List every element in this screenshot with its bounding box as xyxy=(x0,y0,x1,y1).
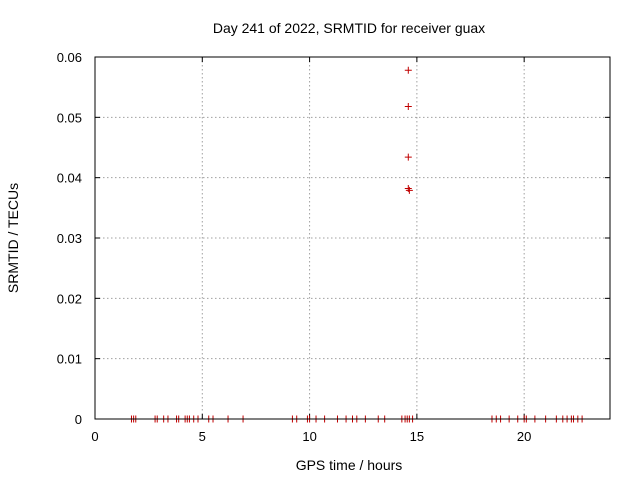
y-tick-label: 0.02 xyxy=(57,291,82,306)
y-tick-label: 0.06 xyxy=(57,50,82,65)
grid-lines xyxy=(95,57,610,419)
chart-title: Day 241 of 2022, SRMTID for receiver gua… xyxy=(213,20,485,36)
data-point xyxy=(405,186,413,194)
x-tick-label: 0 xyxy=(91,429,98,444)
x-axis-label: GPS time / hours xyxy=(296,457,403,473)
data-point xyxy=(404,185,412,193)
data-point xyxy=(404,153,412,161)
y-axis-label: SRMTID / TECUs xyxy=(5,183,21,293)
y-tick-label: 0.05 xyxy=(57,110,82,125)
data-point xyxy=(404,102,412,110)
data-points xyxy=(127,66,586,423)
tick-labels: 0 5 10 15 20 0 0.01 0.02 0.03 0.04 0.05 0.06 xyxy=(57,50,532,444)
x-tick-label: 5 xyxy=(199,429,206,444)
x-tick-label: 10 xyxy=(302,429,316,444)
y-tick-label: 0 xyxy=(75,412,82,427)
y-tick-label: 0.04 xyxy=(57,171,82,186)
x-tick-label: 15 xyxy=(410,429,424,444)
x-tick-label: 20 xyxy=(517,429,531,444)
y-tick-label: 0.03 xyxy=(57,231,82,246)
y-tick-label: 0.01 xyxy=(57,352,82,367)
data-point xyxy=(404,66,412,74)
plot-frame xyxy=(94,56,611,420)
